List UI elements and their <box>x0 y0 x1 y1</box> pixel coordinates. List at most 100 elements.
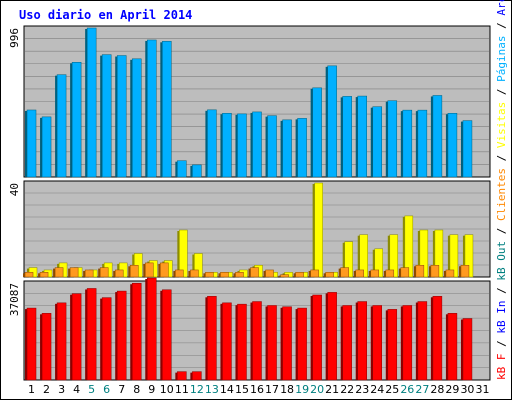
x-tick-label-day-9: 9 <box>148 383 155 396</box>
bar-middle-visitas-day-4 <box>69 267 79 278</box>
bar-middle-visitas-day-20 <box>310 269 319 278</box>
bar-top-accesos-day-12 <box>192 164 202 178</box>
bar-bottom-kb-f-day-27 <box>417 301 428 381</box>
bar-middle-visitas-day-16 <box>250 267 259 278</box>
bar-top-accesos-day-3 <box>56 74 67 178</box>
bar-top-accesos-day-18 <box>282 119 292 178</box>
x-tick-label-day-4: 4 <box>73 383 80 396</box>
x-tick-label-day-16: 16 <box>250 383 264 396</box>
bar-bottom-kb-f-day-23 <box>357 301 367 381</box>
bar-middle-visitas-day-27 <box>415 265 425 278</box>
bar-middle-visitas-day-10 <box>160 262 169 278</box>
bar-middle-visitas-day-19 <box>295 272 304 278</box>
bar-bottom-kb-f-day-5 <box>86 288 97 381</box>
bar-top-accesos-day-7 <box>116 55 127 178</box>
bar-top-accesos-day-10 <box>162 41 172 178</box>
x-tick-label-day-25: 25 <box>385 383 399 396</box>
bar-middle-visitas-day-13 <box>205 272 214 278</box>
bar-top-accesos-day-28 <box>432 95 443 178</box>
panel-top <box>23 25 491 178</box>
x-tick-label-day-13: 13 <box>205 383 219 396</box>
legend-separator: / <box>495 334 508 354</box>
bar-bottom-kb-f-day-25 <box>387 309 398 381</box>
bar-middle-visitas-day-2 <box>39 272 49 278</box>
right-legend: kB F / kB In / kB Out / Clientes / Visit… <box>495 0 508 380</box>
bar-top-accesos-day-24 <box>372 106 383 178</box>
bar-top-accesos-day-25 <box>387 100 398 178</box>
bar-middle-visitas-day-17 <box>265 269 274 278</box>
bar-middle-visitas-day-18 <box>280 274 289 278</box>
bar-top-accesos-day-2 <box>41 116 52 178</box>
y-max-label-middle: 40 <box>8 183 21 196</box>
x-tick-label-day-5: 5 <box>88 383 95 396</box>
bar-top-accesos-day-23 <box>357 95 367 178</box>
bar-middle-visitas-day-15 <box>235 272 244 278</box>
legend-item-archivos: Archivos <box>495 0 508 16</box>
bar-top-accesos-day-22 <box>342 96 352 178</box>
bar-top-accesos-day-15 <box>237 113 247 178</box>
x-tick-label-day-12: 12 <box>190 383 204 396</box>
bar-middle-visitas-day-6 <box>99 267 109 278</box>
bar-bottom-kb-f-day-22 <box>342 305 352 381</box>
bar-bottom-kb-f-day-11 <box>177 371 187 381</box>
bar-top-accesos-day-13 <box>207 109 217 178</box>
bar-bottom-kb-f-day-13 <box>207 296 217 381</box>
bar-middle-visitas-day-22 <box>340 267 349 278</box>
x-tick-label-day-30: 30 <box>460 383 474 396</box>
panel-bottom <box>23 277 491 381</box>
x-tick-label-day-10: 10 <box>160 383 174 396</box>
legend-item-kb-out: kB Out <box>495 241 508 281</box>
bar-bottom-kb-f-day-8 <box>131 282 142 381</box>
chart-panels <box>23 25 491 381</box>
x-axis-day-labels: 1 2 3 4 5 6 7 8 9 10 11 12 13 14 15 16 17 18 19 20 21 22 23 24 2… <box>28 383 489 396</box>
bar-top-accesos-day-30 <box>462 120 473 178</box>
bar-middle-visitas-day-25 <box>385 269 395 278</box>
panel-middle <box>23 180 491 278</box>
legend-item-kb-in: kB In <box>495 301 508 334</box>
x-tick-label-day-15: 15 <box>235 383 249 396</box>
legend-separator: / <box>495 148 508 168</box>
bar-bottom-kb-f-day-30 <box>462 318 473 381</box>
x-tick-label-day-8: 8 <box>133 383 140 396</box>
bar-bottom-kb-f-day-20 <box>312 294 322 381</box>
bar-bottom-kb-f-day-2 <box>41 313 52 381</box>
x-tick-label-day-31: 31 <box>475 383 489 396</box>
bar-middle-visitas-day-8 <box>129 265 139 278</box>
bar-middle-visitas-day-12 <box>190 269 199 278</box>
bar-bottom-kb-f-day-3 <box>56 302 67 381</box>
x-tick-label-day-23: 23 <box>355 383 369 396</box>
bar-top-accesos-day-9 <box>147 39 157 178</box>
bar-bottom-kb-f-day-9 <box>147 277 157 381</box>
x-tick-label-day-17: 17 <box>265 383 279 396</box>
bar-middle-visitas-day-21 <box>325 272 334 278</box>
legend-separator: / <box>495 16 508 36</box>
x-tick-label-day-21: 21 <box>325 383 339 396</box>
x-tick-label-day-29: 29 <box>445 383 459 396</box>
x-tick-label-day-7: 7 <box>118 383 125 396</box>
x-tick-label-day-24: 24 <box>370 383 384 396</box>
legend-item-clientes: Clientes <box>495 168 508 221</box>
bar-bottom-kb-f-day-29 <box>447 313 458 381</box>
x-tick-label-day-28: 28 <box>430 383 444 396</box>
bar-middle-visitas-day-29 <box>445 269 455 278</box>
y-max-label-top: 996 <box>8 28 21 48</box>
bar-middle-visitas-day-26 <box>400 267 410 278</box>
bar-top-accesos-day-27 <box>417 109 428 178</box>
x-tick-label-day-6: 6 <box>103 383 110 396</box>
bar-middle-visitas-day-11 <box>175 269 184 278</box>
legend-item-visitas: Visitas <box>495 102 508 148</box>
bar-top-accesos-day-26 <box>402 109 413 178</box>
bar-middle-visitas-day-3 <box>54 267 64 278</box>
bar-top-accesos-day-14 <box>222 113 232 178</box>
bar-top-accesos-day-29 <box>447 113 458 178</box>
bar-top-accesos-day-5 <box>86 27 97 178</box>
bar-bottom-kb-f-day-19 <box>297 307 307 381</box>
bar-bottom-kb-f-day-14 <box>222 302 232 381</box>
bar-top-accesos-day-1 <box>26 109 37 178</box>
bar-bottom-kb-f-day-21 <box>327 292 337 381</box>
legend-separator: / <box>495 82 508 102</box>
legend-text: kB F / kB In / kB Out / Clientes / Visit… <box>495 0 508 380</box>
bar-middle-visitas-day-7 <box>114 269 124 278</box>
bar-bottom-kb-f-day-15 <box>237 303 247 381</box>
bar-top-accesos-day-20 <box>312 87 322 178</box>
